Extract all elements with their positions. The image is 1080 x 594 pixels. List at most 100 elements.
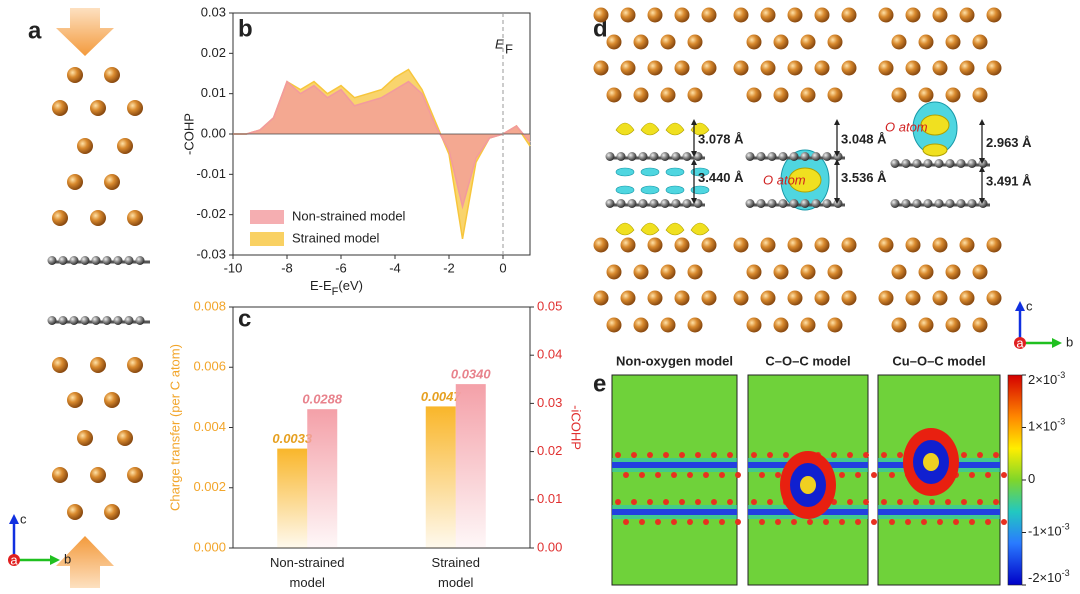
cu-atom <box>660 264 676 280</box>
y-tick-label: 0.002 <box>193 479 226 494</box>
map-spot <box>735 472 741 478</box>
x-axis-label-part: (eV) <box>338 278 363 293</box>
map-spot <box>993 499 999 505</box>
cu-atom <box>104 67 120 83</box>
c-atom <box>956 199 966 208</box>
cu-atom <box>733 60 749 76</box>
cu-atom <box>593 237 609 253</box>
cu-atom <box>67 67 83 83</box>
map-spot <box>647 452 653 458</box>
colorbar-label: 0 <box>1028 471 1035 486</box>
isosurface <box>615 167 635 177</box>
map-spot <box>655 519 661 525</box>
cu-atom <box>986 237 1002 253</box>
map-spot <box>881 499 887 505</box>
bar <box>307 409 338 548</box>
map-spot <box>719 472 725 478</box>
c-atom <box>69 316 79 325</box>
y2-axis-label: -iCOHP <box>569 405 584 450</box>
series-line <box>233 80 531 210</box>
map-spot <box>751 452 757 458</box>
cu-atom <box>701 290 717 306</box>
colorbar-label-base: -2×10 <box>1028 570 1062 585</box>
cu-atom <box>905 7 921 23</box>
c-atom <box>901 199 911 208</box>
map-spot <box>703 519 709 525</box>
c-atom <box>638 199 648 208</box>
cu-atom <box>800 264 816 280</box>
colorbar-label-exp: -3 <box>1057 417 1065 427</box>
map-spot <box>783 452 789 458</box>
cu-atom <box>972 317 988 333</box>
cu-atom <box>787 7 803 23</box>
c-atom <box>682 199 692 208</box>
cu-atom <box>932 7 948 23</box>
isosurface <box>690 222 710 236</box>
map-spot <box>751 499 757 505</box>
map-title: C–O–C model <box>765 353 850 368</box>
cu-atom <box>647 60 663 76</box>
c-atom <box>956 159 966 168</box>
colorbar-label-exp: -3 <box>1062 522 1070 532</box>
map-spot <box>889 519 895 525</box>
cu-atom <box>90 357 106 373</box>
isosurface <box>615 185 635 195</box>
cu-atom <box>972 87 988 103</box>
map-spot <box>719 519 725 525</box>
c-atom <box>671 152 681 161</box>
c-atom <box>91 316 101 325</box>
c-atom <box>605 199 615 208</box>
map-spot <box>929 499 935 505</box>
colorbar-label: -1×10-3 <box>1028 522 1070 539</box>
cu-atom <box>104 174 120 190</box>
cu-atom <box>647 7 663 23</box>
value-label: 0.0033 <box>272 431 313 446</box>
cu-atom <box>918 87 934 103</box>
map-spot <box>889 472 895 478</box>
isosurface <box>640 122 660 136</box>
c-atom <box>923 159 933 168</box>
cu-atom <box>773 34 789 50</box>
y-axis-label: Charge transfer (per C atom) <box>167 344 182 511</box>
map-spot <box>985 472 991 478</box>
cu-atom <box>127 357 143 373</box>
isosurface <box>665 222 685 236</box>
cu-atom <box>827 264 843 280</box>
c-atom <box>945 199 955 208</box>
isosurface <box>640 222 660 236</box>
c-atom <box>113 316 123 325</box>
isosurface <box>920 114 950 136</box>
cu-atom <box>986 7 1002 23</box>
cu-atom <box>104 504 120 520</box>
cu-atom <box>891 264 907 280</box>
cu-atom <box>841 290 857 306</box>
c-atom <box>135 256 145 265</box>
cu-atom <box>674 7 690 23</box>
c-atom <box>822 152 832 161</box>
panel-label: a <box>28 17 42 44</box>
x-tick-label: -4 <box>389 260 401 275</box>
map-spot <box>905 519 911 525</box>
isosurface <box>665 122 685 136</box>
cu-atom <box>633 317 649 333</box>
cu-atom <box>918 264 934 280</box>
map-spot <box>881 452 887 458</box>
cu-atom <box>660 87 676 103</box>
map-spot <box>831 452 837 458</box>
axis-label: c <box>1026 298 1033 313</box>
map-spot <box>977 452 983 458</box>
x-tick-label: -2 <box>443 260 455 275</box>
cu-atom <box>959 7 975 23</box>
map-spot <box>663 452 669 458</box>
cu-atom <box>660 317 676 333</box>
c-atom <box>660 199 670 208</box>
colorbar-label: 2×10-3 <box>1028 370 1065 387</box>
cu-atom <box>746 264 762 280</box>
cu-atom <box>841 237 857 253</box>
cu-atom <box>827 34 843 50</box>
legend-label: Non-strained model <box>292 208 406 223</box>
cu-atom <box>932 237 948 253</box>
cu-atom <box>593 290 609 306</box>
cu-atom <box>959 290 975 306</box>
y-tick-label: 0.00 <box>201 125 226 140</box>
